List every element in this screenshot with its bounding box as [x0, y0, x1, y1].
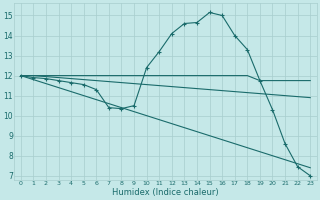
X-axis label: Humidex (Indice chaleur): Humidex (Indice chaleur)	[112, 188, 219, 197]
